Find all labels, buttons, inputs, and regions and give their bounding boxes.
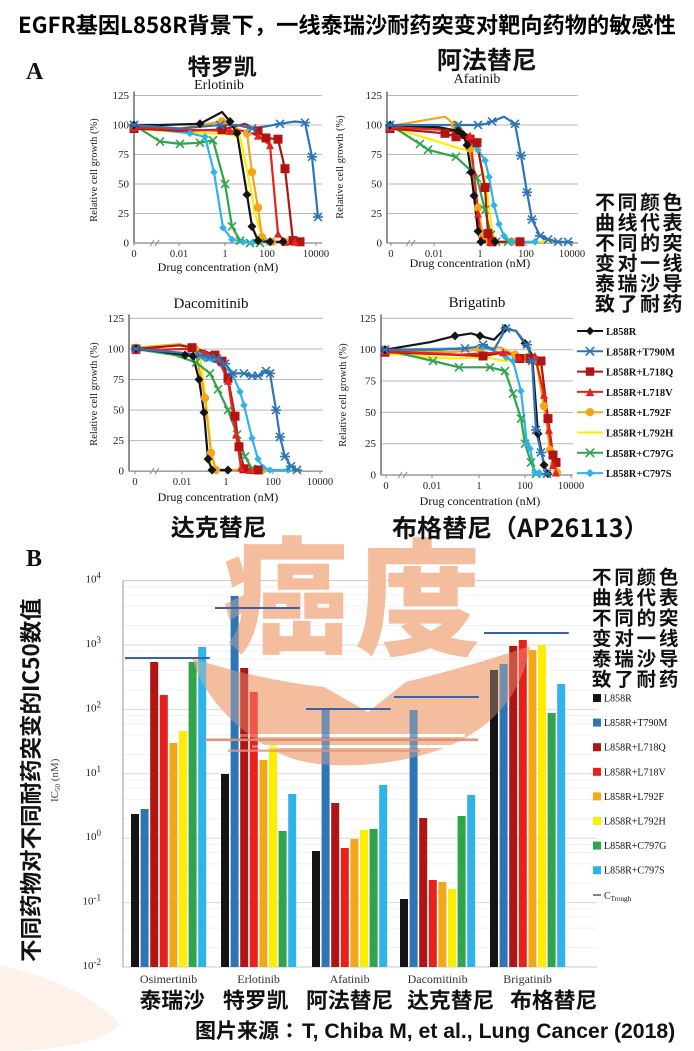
- svg-text:Relative cell growth (%): Relative cell growth (%): [335, 115, 346, 219]
- svg-text:Erlotinib: Erlotinib: [194, 78, 244, 93]
- svg-text:1: 1: [476, 481, 481, 492]
- svg-text:1: 1: [222, 249, 227, 260]
- svg-text:75: 75: [371, 149, 383, 161]
- svg-text:0: 0: [383, 481, 388, 492]
- svg-text:L858R+L792H: L858R+L792H: [604, 817, 666, 828]
- svg-text:L858R+L718V: L858R+L718V: [604, 767, 667, 778]
- svg-text:1: 1: [223, 477, 228, 488]
- svg-text:100: 100: [265, 477, 281, 488]
- svg-text:L858R+C797S: L858R+C797S: [604, 866, 665, 877]
- svg-text:0: 0: [388, 249, 393, 260]
- svg-text:Relative cell growth (%): Relative cell growth (%): [89, 118, 100, 222]
- svg-text:Drug concentration (nM): Drug concentration (nM): [420, 494, 541, 508]
- svg-text:Drug concentration (nM): Drug concentration (nM): [158, 490, 279, 504]
- svg-text:25: 25: [365, 438, 377, 450]
- svg-text:L858R+C797S: L858R+C797S: [606, 469, 672, 480]
- svg-text:Erlotinib: Erlotinib: [237, 972, 280, 986]
- svg-text:T, Chiba M, et al., Lung Cance: T, Chiba M, et al., Lung Cancer (2018): [302, 1020, 675, 1043]
- svg-text:125: 125: [360, 313, 377, 325]
- svg-text:0.01: 0.01: [425, 249, 443, 260]
- svg-text:0.01: 0.01: [170, 249, 188, 260]
- svg-text:L858R+L792F: L858R+L792F: [606, 408, 672, 419]
- svg-text:Brigatinib: Brigatinib: [503, 972, 552, 986]
- svg-text:Drug concentration (nM): Drug concentration (nM): [158, 260, 279, 274]
- svg-text:L858R+L792F: L858R+L792F: [604, 792, 665, 803]
- svg-text:Brigatinb: Brigatinb: [449, 295, 506, 311]
- svg-text:25: 25: [371, 208, 383, 220]
- svg-text:Afatinib: Afatinib: [330, 972, 370, 986]
- svg-text:10000: 10000: [558, 481, 584, 492]
- svg-text:0: 0: [132, 477, 137, 488]
- svg-text:50: 50: [118, 179, 130, 191]
- svg-text:1: 1: [477, 249, 482, 260]
- svg-text:100: 100: [108, 344, 125, 356]
- svg-text:0: 0: [131, 249, 136, 260]
- svg-text:50: 50: [371, 179, 383, 191]
- svg-text:125: 125: [113, 90, 130, 102]
- svg-text:25: 25: [113, 435, 125, 447]
- svg-text:0: 0: [371, 470, 377, 482]
- svg-text:75: 75: [118, 149, 130, 161]
- svg-text:100: 100: [113, 120, 130, 132]
- svg-text:L858R+C797G: L858R+C797G: [606, 449, 674, 460]
- svg-text:100: 100: [360, 344, 377, 356]
- svg-text:IC50 (nM): IC50 (nM): [49, 758, 62, 802]
- svg-text:0: 0: [119, 466, 125, 478]
- svg-text:Afatinib: Afatinib: [454, 72, 501, 87]
- svg-text:125: 125: [366, 90, 383, 102]
- svg-text:0: 0: [377, 238, 383, 250]
- svg-text:10000: 10000: [559, 249, 585, 260]
- svg-text:100: 100: [518, 249, 534, 260]
- svg-text:L858R+L718Q: L858R+L718Q: [604, 743, 667, 754]
- svg-text:L858R+L792H: L858R+L792H: [606, 429, 673, 440]
- svg-text:L858R+L718V: L858R+L718V: [606, 388, 673, 399]
- svg-text:10000: 10000: [307, 477, 333, 488]
- svg-text:25: 25: [118, 208, 130, 220]
- svg-text:0.01: 0.01: [173, 477, 191, 488]
- svg-text:75: 75: [365, 376, 377, 388]
- svg-text:10000: 10000: [303, 249, 329, 260]
- svg-text:0.01: 0.01: [423, 481, 441, 492]
- svg-text:Drug concentration (nM): Drug concentration (nM): [410, 256, 531, 270]
- svg-text:100: 100: [259, 249, 275, 260]
- svg-text:100: 100: [366, 120, 383, 132]
- svg-text:L858R: L858R: [604, 694, 632, 705]
- svg-text:L858R+C797G: L858R+C797G: [604, 841, 666, 852]
- svg-text:Dacomitinib: Dacomitinib: [174, 296, 249, 312]
- svg-text:75: 75: [113, 374, 125, 386]
- svg-text:50: 50: [113, 405, 125, 417]
- svg-text:L858R: L858R: [606, 327, 637, 338]
- svg-text:L858R+T790M: L858R+T790M: [606, 347, 675, 358]
- svg-text:Relative cell growth (%): Relative cell growth (%): [338, 343, 349, 447]
- svg-text:Dacomitinib: Dacomitinib: [408, 972, 468, 986]
- svg-text:A: A: [26, 59, 44, 85]
- svg-text:B: B: [26, 546, 42, 572]
- svg-text:Osimertinib: Osimertinib: [140, 972, 197, 986]
- svg-text:125: 125: [108, 313, 125, 325]
- svg-text:100: 100: [517, 481, 533, 492]
- svg-text:L858R+T790M: L858R+T790M: [604, 718, 668, 729]
- svg-text:L858R+L718Q: L858R+L718Q: [606, 368, 673, 379]
- svg-text:50: 50: [365, 407, 377, 419]
- svg-text:0: 0: [124, 238, 130, 250]
- svg-text:Relative cell growth (%): Relative cell growth (%): [89, 342, 100, 446]
